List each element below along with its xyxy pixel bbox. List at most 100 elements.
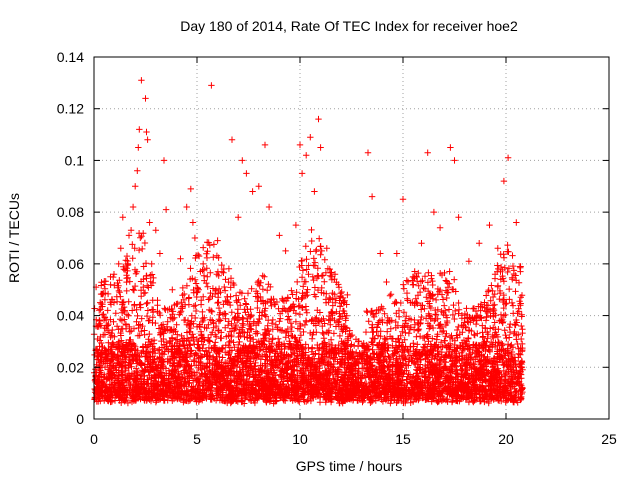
data-point — [131, 245, 138, 252]
data-point — [368, 307, 376, 315]
data-points — [90, 77, 526, 407]
data-point — [225, 278, 232, 286]
data-point — [446, 280, 453, 287]
data-point — [120, 303, 128, 311]
data-point — [400, 285, 408, 292]
data-point — [192, 302, 199, 309]
data-point — [129, 307, 136, 314]
data-point — [323, 328, 331, 336]
data-point — [491, 301, 498, 308]
data-point — [449, 311, 457, 319]
data-point — [446, 268, 453, 275]
data-point — [327, 309, 335, 316]
data-point — [122, 257, 129, 264]
data-point — [425, 269, 432, 276]
data-point — [125, 298, 132, 305]
data-point — [509, 252, 516, 259]
data-point — [421, 273, 429, 280]
data-point — [123, 275, 130, 282]
data-point — [188, 312, 195, 319]
data-point — [236, 338, 243, 346]
data-point — [392, 338, 400, 345]
data-point — [400, 399, 407, 407]
data-point — [481, 338, 488, 345]
data-point — [310, 276, 317, 284]
data-point — [501, 327, 508, 334]
data-point — [307, 248, 314, 255]
data-point — [465, 335, 472, 342]
data-point — [185, 295, 192, 302]
data-point — [131, 282, 139, 290]
data-point — [164, 318, 171, 325]
data-point — [228, 309, 235, 316]
data-point — [133, 306, 140, 313]
data-point — [239, 320, 246, 327]
data-point — [191, 358, 198, 365]
data-point — [504, 241, 511, 249]
data-point — [417, 316, 424, 324]
data-point — [415, 325, 423, 333]
data-point — [138, 293, 145, 300]
data-point — [405, 330, 413, 337]
data-point — [512, 288, 519, 295]
data-point — [208, 308, 216, 315]
data-point — [412, 295, 419, 302]
data-point — [197, 301, 205, 308]
data-point — [137, 278, 145, 285]
data-point — [105, 339, 112, 346]
data-point — [301, 321, 309, 329]
data-point — [453, 332, 460, 339]
data-point — [298, 295, 305, 303]
data-point — [312, 293, 319, 300]
data-point — [303, 266, 310, 273]
data-point — [450, 301, 457, 309]
data-point — [504, 268, 511, 276]
data-point — [370, 328, 377, 335]
data-point — [381, 310, 388, 317]
data-point — [286, 316, 293, 323]
data-point — [508, 299, 516, 307]
data-point — [138, 315, 145, 322]
data-point — [100, 290, 107, 297]
data-point — [518, 322, 525, 330]
data-point — [493, 331, 500, 338]
data-point — [116, 289, 123, 296]
data-point — [124, 261, 132, 268]
data-point — [397, 332, 404, 339]
data-point — [311, 355, 318, 362]
data-point — [200, 272, 208, 279]
data-point — [302, 317, 310, 324]
data-point — [212, 339, 219, 346]
data-point — [104, 290, 112, 298]
data-point — [432, 296, 440, 304]
data-point — [139, 245, 146, 253]
data-point — [326, 265, 333, 273]
data-point — [392, 318, 399, 326]
data-point — [95, 398, 102, 405]
data-point — [506, 324, 513, 331]
data-point — [128, 327, 135, 335]
data-point — [484, 302, 492, 309]
data-point — [221, 287, 229, 294]
data-point — [313, 246, 320, 254]
data-point — [509, 302, 517, 309]
data-point — [217, 309, 224, 316]
data-point — [322, 299, 330, 306]
data-point — [451, 315, 458, 323]
data-point — [440, 327, 447, 335]
data-point — [302, 292, 309, 300]
data-point — [268, 320, 276, 327]
data-point — [362, 328, 370, 336]
data-point — [161, 305, 168, 312]
data-point — [205, 296, 212, 303]
data-point — [143, 272, 150, 280]
data-point — [462, 324, 470, 331]
data-point — [384, 328, 391, 335]
data-point — [126, 323, 133, 331]
data-point — [200, 341, 207, 348]
data-point — [424, 298, 432, 305]
data-point — [418, 306, 425, 313]
data-point — [292, 310, 300, 317]
data-point — [142, 260, 150, 267]
data-point — [382, 336, 389, 343]
